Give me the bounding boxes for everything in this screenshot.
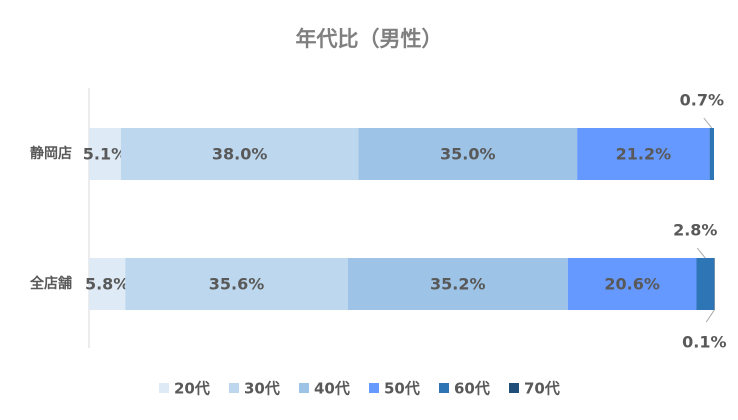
legend-label: 40代	[314, 380, 350, 398]
data-label: 35.0%	[440, 145, 496, 164]
legend-swatch	[299, 383, 309, 393]
leader-line	[705, 309, 715, 323]
data-label: 0.7%	[680, 91, 724, 110]
bar-segment	[714, 258, 715, 310]
legend-swatch	[159, 383, 169, 393]
chart-title: 年代比（男性）	[296, 27, 443, 51]
bar-segment	[89, 128, 121, 180]
bar-segment	[120, 128, 359, 180]
data-label: 20.6%	[604, 275, 660, 294]
legend-label: 60代	[454, 380, 490, 398]
legend-swatch	[369, 383, 379, 393]
data-label: 21.2%	[616, 145, 672, 164]
data-label: 38.0%	[212, 145, 268, 164]
legend-label: 30代	[244, 380, 280, 398]
bar-segment	[347, 258, 568, 310]
bar-segment	[567, 258, 697, 310]
legend-label: 20代	[174, 380, 210, 398]
legend-swatch	[509, 383, 519, 393]
data-label: 35.6%	[209, 275, 265, 294]
data-label: 5.1%	[83, 145, 127, 164]
bar-segment	[709, 128, 714, 180]
bar-segment	[358, 128, 578, 180]
bar-segment	[89, 258, 126, 310]
bar-segment	[577, 128, 710, 180]
leader-line	[696, 247, 706, 259]
legend-swatch	[229, 383, 239, 393]
legend-swatch	[439, 383, 449, 393]
data-label: 2.8%	[673, 221, 717, 240]
data-label: 5.8%	[85, 275, 129, 294]
bar-segment	[125, 258, 348, 310]
legend-label: 70代	[524, 380, 560, 398]
data-label: 35.2%	[430, 275, 486, 294]
y-tick-label: 静岡店	[30, 145, 72, 162]
legend-label: 50代	[384, 380, 420, 398]
leader-line	[703, 117, 713, 129]
data-label: 0.1%	[682, 333, 726, 352]
bar-segment	[696, 258, 714, 310]
y-tick-label: 全店舗	[29, 275, 72, 292]
